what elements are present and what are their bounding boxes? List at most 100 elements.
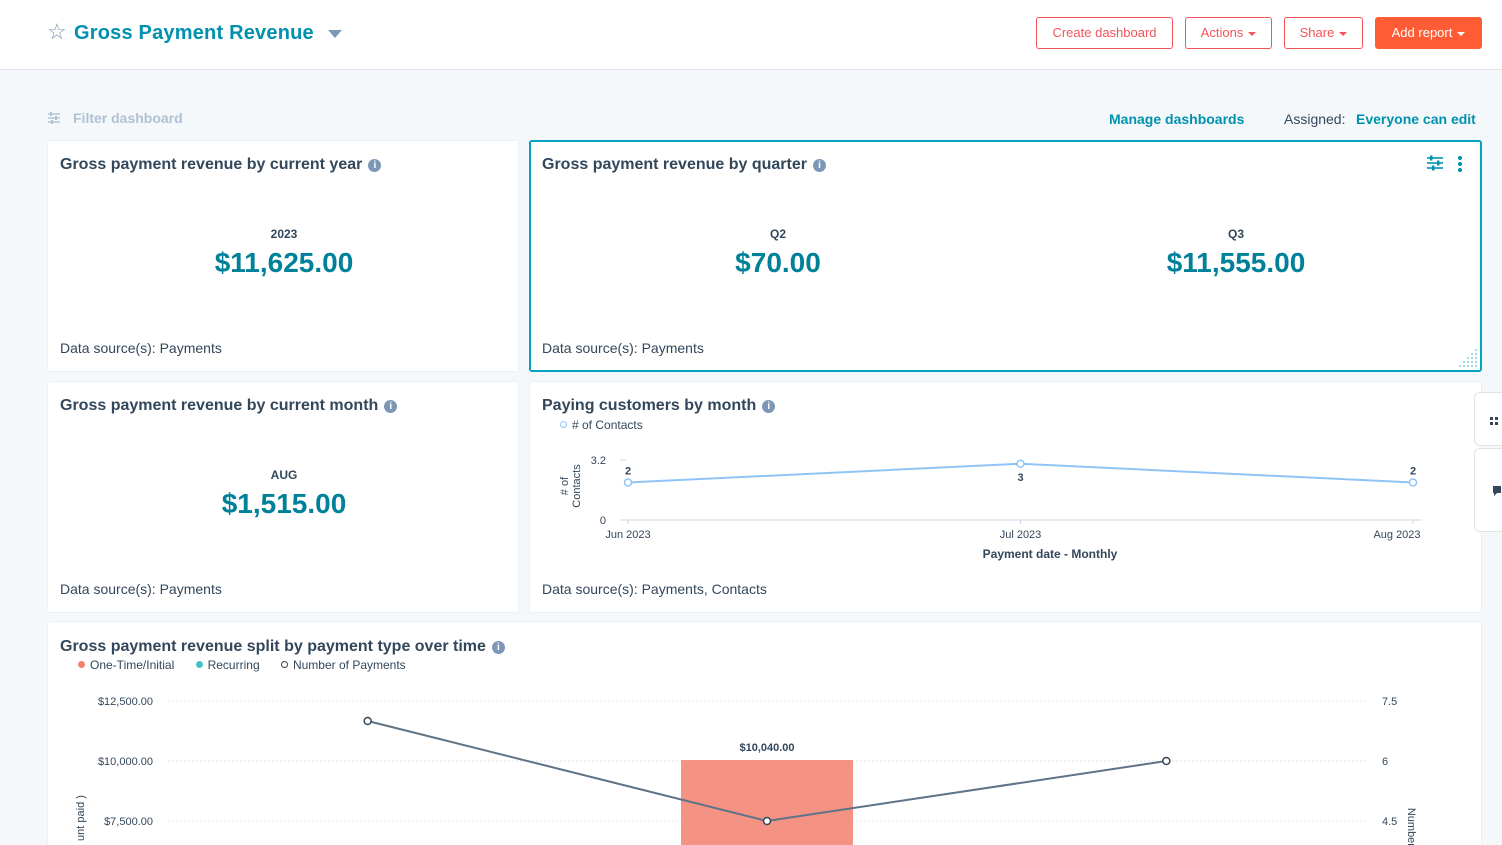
manage-dashboards-link[interactable]: Manage dashboards: [1109, 111, 1245, 127]
side-panel-tab-feedback[interactable]: [1474, 448, 1502, 532]
report-card-current-year[interactable]: Gross payment revenue by current year i 2…: [47, 140, 519, 372]
favorite-star-icon[interactable]: ☆: [47, 19, 67, 44]
y-tick-label: 0: [600, 515, 606, 527]
side-panel-tab-grid[interactable]: [1474, 392, 1502, 446]
card-title-text: Paying customers by month: [542, 397, 757, 414]
legend-recurring-marker: [195, 661, 203, 668]
one-time-bar: [681, 760, 853, 845]
contacts-data-point: [1016, 459, 1025, 468]
report-filter-icon[interactable]: [1426, 155, 1444, 171]
feedback-bubble-icon: [1493, 486, 1501, 496]
paying-customers-chart: # of Contacts Payment date - Monthly 0 3.…: [559, 455, 1421, 561]
add-report-label: Add report: [1391, 25, 1453, 40]
payment-type-split-chart: unt paid ) Number o $7,500.00 $10,000.00 $…: [75, 696, 1417, 845]
x-tick-label: Aug 2023: [1373, 529, 1420, 541]
card-title: Gross payment revenue by current month i: [60, 397, 398, 415]
payments-data-point: [363, 716, 372, 726]
data-source: Data source(s): Payments: [542, 340, 704, 356]
legend-item-one-time[interactable]: One-Time/Initial: [78, 658, 174, 672]
card-title: Gross payment revenue split by payment t…: [60, 638, 505, 656]
payments-data-point: [1162, 756, 1171, 766]
grid-dots-icon: [1490, 417, 1498, 425]
report-card-payment-type-split[interactable]: Gross payment revenue split by payment t…: [47, 621, 1482, 845]
kpi-value: $1,515.00: [221, 488, 347, 519]
contacts-data-label: 3: [1017, 472, 1023, 484]
share-caret-icon: [1339, 31, 1348, 36]
dashboard-title[interactable]: Gross Payment Revenue: [74, 22, 314, 44]
data-source: Data source(s): Payments: [60, 581, 222, 597]
right-y-tick-label: 4.5: [1382, 816, 1397, 828]
info-icon[interactable]: i: [812, 159, 826, 172]
add-report-caret-icon: [1457, 31, 1466, 36]
legend-item-payments[interactable]: Number of Payments: [280, 658, 406, 672]
kpi-label-q3: Q3: [1227, 227, 1244, 241]
contacts-data-point: [623, 478, 633, 487]
filter-sliders-icon[interactable]: [47, 111, 61, 125]
y-axis-title-line2: Contacts: [571, 464, 583, 508]
kpi-label: 2023: [270, 227, 298, 241]
legend-item-recurring[interactable]: Recurring: [195, 658, 260, 672]
kpi-label: AUG: [270, 468, 298, 482]
card-title-text: Gross payment revenue by quarter: [542, 156, 807, 173]
legend-recurring-label: Recurring: [207, 658, 260, 672]
share-label: Share: [1299, 25, 1335, 40]
legend-one-time-label: One-Time/Initial: [90, 658, 175, 672]
info-icon[interactable]: i: [368, 159, 382, 172]
kpi-value-q2: $70.00: [735, 247, 821, 278]
actions-button[interactable]: Actions: [1185, 17, 1272, 49]
dashboard-switch-caret-icon[interactable]: [328, 30, 342, 38]
y-axis-title-line1: # of: [559, 476, 571, 495]
legend-payments-marker: [280, 661, 288, 668]
left-y-axis-title: unt paid ): [75, 795, 87, 841]
actions-label: Actions: [1200, 25, 1244, 40]
info-icon[interactable]: i: [762, 400, 776, 413]
kpi-value: $11,625.00: [214, 247, 354, 278]
info-icon[interactable]: i: [491, 641, 505, 654]
legend-contacts-label: # of Contacts: [572, 418, 643, 432]
x-axis-title: Payment date - Monthly: [983, 547, 1118, 561]
y-tick-label: 3.2: [591, 455, 606, 467]
data-source: Data source(s): Payments: [60, 340, 222, 356]
legend-one-time-marker: [78, 661, 85, 668]
report-card-quarter[interactable]: Gross payment revenue by quarter i Q2 $70…: [529, 140, 1482, 372]
left-y-tick-label: $12,500.00: [98, 696, 153, 708]
card-title: Paying customers by month i: [542, 397, 776, 415]
bar-data-label: $10,040.00: [739, 742, 794, 754]
card-title: Gross payment revenue by current year i: [60, 156, 382, 174]
share-button[interactable]: Share: [1284, 17, 1363, 49]
contacts-data-label: 2: [1410, 466, 1416, 478]
left-y-tick-label: $10,000.00: [98, 756, 153, 768]
card-title-text: Gross payment revenue split by payment t…: [60, 638, 486, 655]
card-title-text: Gross payment revenue by current month: [60, 397, 379, 414]
info-icon[interactable]: i: [384, 400, 398, 413]
actions-caret-icon: [1248, 31, 1257, 36]
chart-legend: # of Contacts: [560, 418, 643, 432]
create-dashboard-button[interactable]: Create dashboard: [1036, 17, 1173, 49]
dashboard-header: ☆ Gross Payment Revenue Create dashboard…: [0, 0, 1502, 70]
left-y-tick-label: $7,500.00: [104, 816, 153, 828]
right-y-tick-label: 7.5: [1382, 696, 1397, 708]
data-source: Data source(s): Payments, Contacts: [542, 581, 767, 597]
right-y-tick-label: 6: [1382, 756, 1388, 768]
resize-handle-icon[interactable]: [1458, 348, 1478, 368]
card-title: Gross payment revenue by quarter i: [542, 156, 826, 174]
more-options-icon[interactable]: [1457, 155, 1463, 173]
create-dashboard-label: Create dashboard: [1052, 25, 1157, 40]
report-card-paying-customers[interactable]: Paying customers by month i # of Contacts…: [529, 381, 1482, 613]
report-card-current-month[interactable]: Gross payment revenue by current month i …: [47, 381, 519, 613]
kpi-label-q2: Q2: [769, 227, 786, 241]
kpi-value-q3: $11,555.00: [1166, 247, 1306, 278]
legend-payments-label: Number of Payments: [292, 658, 406, 672]
filter-dashboard-link[interactable]: Filter dashboard: [73, 110, 183, 126]
card-title-text: Gross payment revenue by current year: [60, 156, 363, 173]
add-report-button[interactable]: Add report: [1375, 17, 1482, 49]
contacts-data-point: [1408, 478, 1418, 487]
assigned-value-link[interactable]: Everyone can edit: [1356, 111, 1476, 127]
x-tick-label: Jun 2023: [605, 529, 650, 541]
payments-data-point: [762, 816, 772, 826]
assigned-label: Assigned:: [1284, 111, 1346, 127]
legend-contacts-marker: [560, 421, 567, 428]
contacts-data-label: 2: [625, 466, 631, 478]
chart-legend: One-Time/Initial Recurring Number of Pay…: [78, 658, 424, 672]
x-tick-label: Jul 2023: [1000, 529, 1042, 541]
